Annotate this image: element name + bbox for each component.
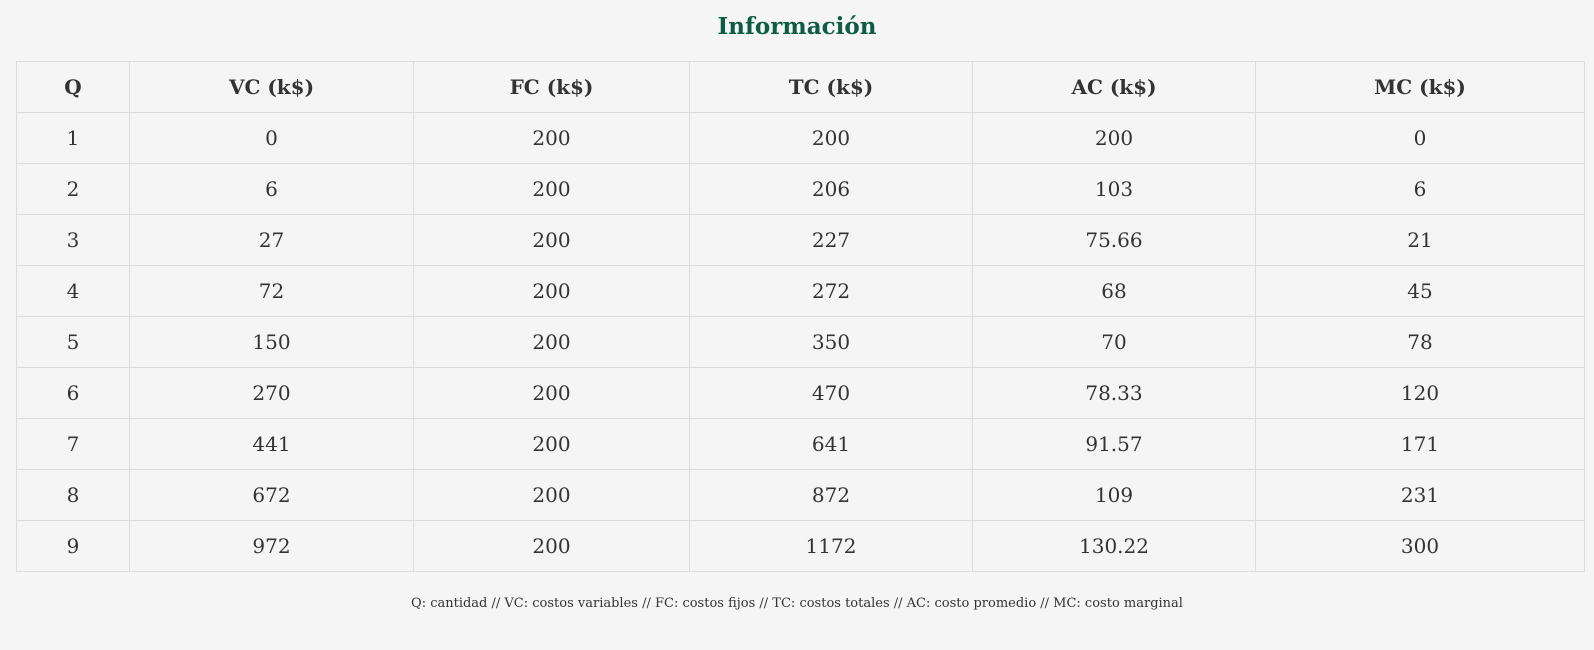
cell-tc: 1172 — [689, 520, 973, 572]
cell-ac: 78.33 — [972, 367, 1256, 419]
cell-fc: 200 — [413, 163, 690, 215]
cell-fc: 200 — [413, 316, 690, 368]
cell-q: 5 — [16, 316, 130, 368]
cell-q: 2 — [16, 163, 130, 215]
cell-fc: 200 — [413, 469, 690, 521]
cell-mc: 6 — [1255, 163, 1585, 215]
header-fc: FC (k$) — [413, 61, 690, 113]
cell-fc: 200 — [413, 520, 690, 572]
cell-tc: 272 — [689, 265, 973, 317]
cell-mc: 78 — [1255, 316, 1585, 368]
cell-fc: 200 — [413, 214, 690, 266]
cell-mc: 120 — [1255, 367, 1585, 419]
cell-q: 4 — [16, 265, 130, 317]
cell-mc: 231 — [1255, 469, 1585, 521]
cell-ac: 75.66 — [972, 214, 1256, 266]
cell-mc: 300 — [1255, 520, 1585, 572]
cell-vc: 0 — [129, 112, 414, 164]
cell-mc: 21 — [1255, 214, 1585, 266]
cell-tc: 227 — [689, 214, 973, 266]
cell-q: 8 — [16, 469, 130, 521]
cell-tc: 350 — [689, 316, 973, 368]
cell-q: 7 — [16, 418, 130, 470]
cell-vc: 270 — [129, 367, 414, 419]
cell-ac: 91.57 — [972, 418, 1256, 470]
cell-vc: 27 — [129, 214, 414, 266]
header-q: Q — [16, 61, 130, 113]
cell-vc: 150 — [129, 316, 414, 368]
cell-mc: 0 — [1255, 112, 1585, 164]
cell-fc: 200 — [413, 112, 690, 164]
table-row: 2 6 200 206 103 6 — [16, 163, 1585, 215]
cell-ac: 109 — [972, 469, 1256, 521]
page-title: Información — [717, 13, 877, 40]
cost-table: Q VC (k$) FC (k$) TC (k$) AC (k$) MC (k$… — [16, 61, 1585, 572]
header-mc: MC (k$) — [1255, 61, 1585, 113]
cell-q: 6 — [16, 367, 130, 419]
cell-ac: 70 — [972, 316, 1256, 368]
table-header-row: Q VC (k$) FC (k$) TC (k$) AC (k$) MC (k$… — [16, 61, 1585, 113]
cell-ac: 130.22 — [972, 520, 1256, 572]
cell-q: 9 — [16, 520, 130, 572]
cell-vc: 972 — [129, 520, 414, 572]
header-vc: VC (k$) — [129, 61, 414, 113]
cell-vc: 441 — [129, 418, 414, 470]
header-tc: TC (k$) — [689, 61, 973, 113]
legend-footnote: Q: cantidad // VC: costos variables // F… — [411, 596, 1183, 611]
table-row: 4 72 200 272 68 45 — [16, 265, 1585, 317]
cell-fc: 200 — [413, 418, 690, 470]
table-row: 9 972 200 1172 130.22 300 — [16, 520, 1585, 572]
cell-tc: 641 — [689, 418, 973, 470]
cell-fc: 200 — [413, 367, 690, 419]
table-row: 5 150 200 350 70 78 — [16, 316, 1585, 368]
table-row: 6 270 200 470 78.33 120 — [16, 367, 1585, 419]
cell-q: 1 — [16, 112, 130, 164]
cell-ac: 200 — [972, 112, 1256, 164]
cell-tc: 206 — [689, 163, 973, 215]
cell-ac: 103 — [972, 163, 1256, 215]
table-row: 3 27 200 227 75.66 21 — [16, 214, 1585, 266]
cell-vc: 672 — [129, 469, 414, 521]
table-row: 8 672 200 872 109 231 — [16, 469, 1585, 521]
cell-vc: 72 — [129, 265, 414, 317]
cell-mc: 45 — [1255, 265, 1585, 317]
header-ac: AC (k$) — [972, 61, 1256, 113]
cell-vc: 6 — [129, 163, 414, 215]
cell-q: 3 — [16, 214, 130, 266]
cell-tc: 470 — [689, 367, 973, 419]
table-row: 1 0 200 200 200 0 — [16, 112, 1585, 164]
cell-ac: 68 — [972, 265, 1256, 317]
cell-tc: 872 — [689, 469, 973, 521]
cell-tc: 200 — [689, 112, 973, 164]
table-row: 7 441 200 641 91.57 171 — [16, 418, 1585, 470]
cell-mc: 171 — [1255, 418, 1585, 470]
cell-fc: 200 — [413, 265, 690, 317]
